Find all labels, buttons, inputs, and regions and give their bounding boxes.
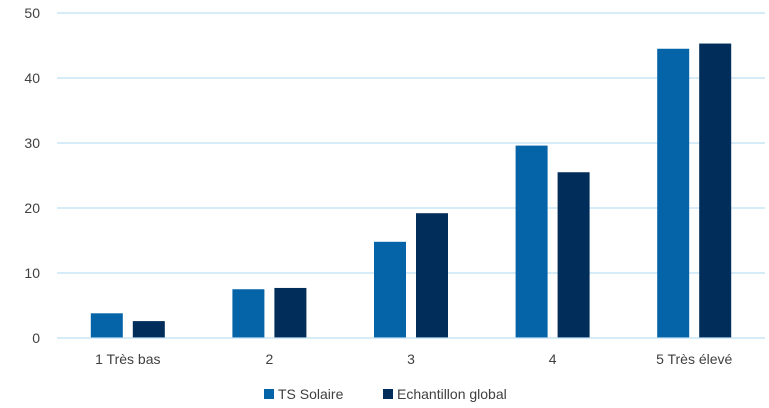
legend-item: Echantillon global	[383, 386, 507, 402]
legend-label: TS Solaire	[278, 386, 344, 402]
x-axis: 1 Très bas 2 3 4 5 Très élevé	[95, 351, 732, 367]
x-tick-label: 3	[407, 351, 415, 367]
y-tick-label: 10	[24, 265, 40, 281]
y-axis: 0 10 20 30 40 50	[24, 5, 40, 346]
bar-ts-solaire	[90, 313, 123, 338]
bar-series	[90, 43, 732, 339]
gridlines	[57, 12, 765, 274]
y-tick-label: 20	[24, 200, 40, 216]
bar-ts-solaire	[232, 289, 265, 338]
legend-item: TS Solaire	[264, 386, 344, 402]
bar-echantillon-global	[274, 287, 307, 338]
y-tick-label: 50	[24, 5, 40, 21]
bar-ts-solaire	[515, 145, 548, 338]
legend-swatch	[383, 389, 393, 399]
bar-ts-solaire	[374, 241, 406, 338]
legend-swatch	[264, 389, 274, 399]
y-tick-label: 30	[24, 135, 40, 151]
bar-echantillon-global	[557, 172, 590, 338]
legend-label: Echantillon global	[397, 386, 507, 402]
legend: TS Solaire Echantillon global	[264, 386, 507, 402]
x-tick-label: 4	[549, 351, 557, 367]
bar-ts-solaire	[657, 48, 690, 338]
bar-echantillon-global	[699, 43, 732, 339]
bar-echantillon-global	[416, 213, 448, 338]
x-tick-label: 5 Très élevé	[656, 351, 732, 367]
x-tick-label: 2	[266, 351, 274, 367]
y-tick-label: 0	[32, 330, 40, 346]
y-tick-label: 40	[24, 70, 40, 86]
bar-echantillon-global	[132, 321, 165, 338]
x-tick-label: 1 Très bas	[95, 351, 160, 367]
